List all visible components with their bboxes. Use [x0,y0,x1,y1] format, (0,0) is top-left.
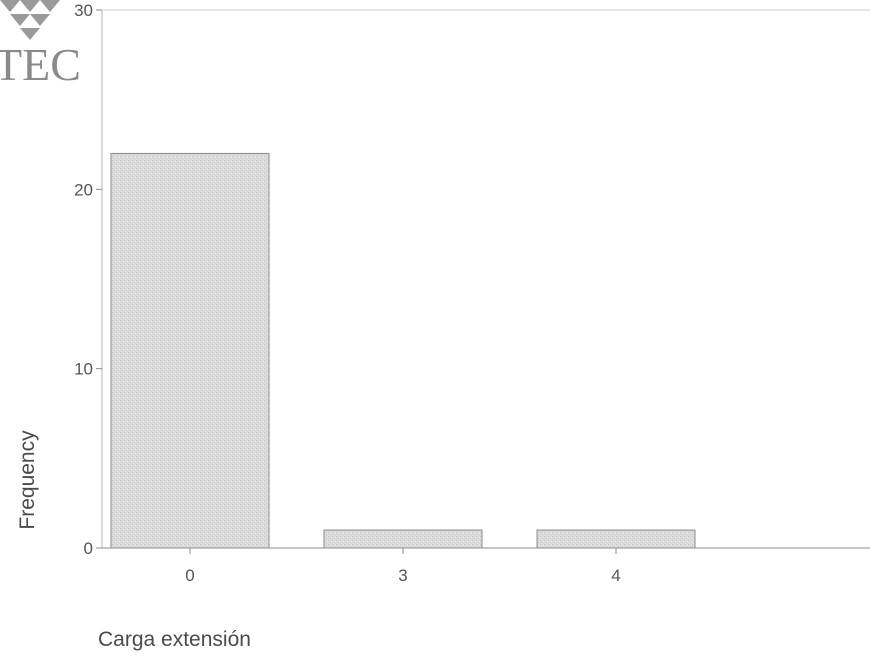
bar-3 [323,529,483,549]
bar-0 [110,152,270,549]
tec-logo: TEC [0,0,81,90]
y-axis-title: Frequency [16,430,39,530]
y-tick-label: 0 [84,539,93,558]
ticks-layer: 0 3 4 0 10 20 30 [74,1,621,585]
bar-4 [536,529,696,549]
bars-layer [110,152,696,549]
y-tick-label: 30 [74,1,93,20]
x-tick-label: 0 [185,566,194,585]
x-tick-label: 4 [611,566,620,585]
y-tick-label: 20 [74,180,93,199]
x-axis-title: Carga extensión [98,628,251,651]
y-tick-label: 10 [74,360,93,379]
x-tick-label: 3 [398,566,407,585]
logo-emblem-icon [0,0,60,40]
logo-text: TEC [0,39,81,90]
